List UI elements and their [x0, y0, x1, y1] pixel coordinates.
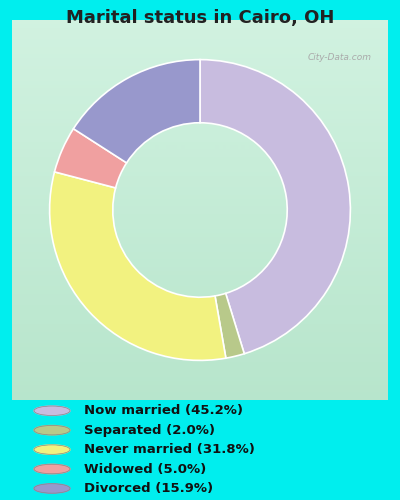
Wedge shape — [74, 60, 200, 163]
Wedge shape — [215, 294, 244, 358]
Wedge shape — [50, 172, 226, 360]
Text: Marital status in Cairo, OH: Marital status in Cairo, OH — [66, 8, 334, 26]
Text: City-Data.com: City-Data.com — [308, 53, 372, 62]
Text: Never married (31.8%): Never married (31.8%) — [84, 443, 255, 456]
Text: Widowed (5.0%): Widowed (5.0%) — [84, 462, 206, 475]
Circle shape — [34, 426, 70, 435]
Text: Separated (2.0%): Separated (2.0%) — [84, 424, 215, 436]
Circle shape — [34, 464, 70, 474]
Wedge shape — [54, 128, 126, 188]
Text: Divorced (15.9%): Divorced (15.9%) — [84, 482, 213, 495]
Circle shape — [34, 406, 70, 415]
Wedge shape — [200, 60, 350, 354]
Circle shape — [34, 445, 70, 454]
Circle shape — [34, 484, 70, 493]
Text: Now married (45.2%): Now married (45.2%) — [84, 404, 243, 417]
